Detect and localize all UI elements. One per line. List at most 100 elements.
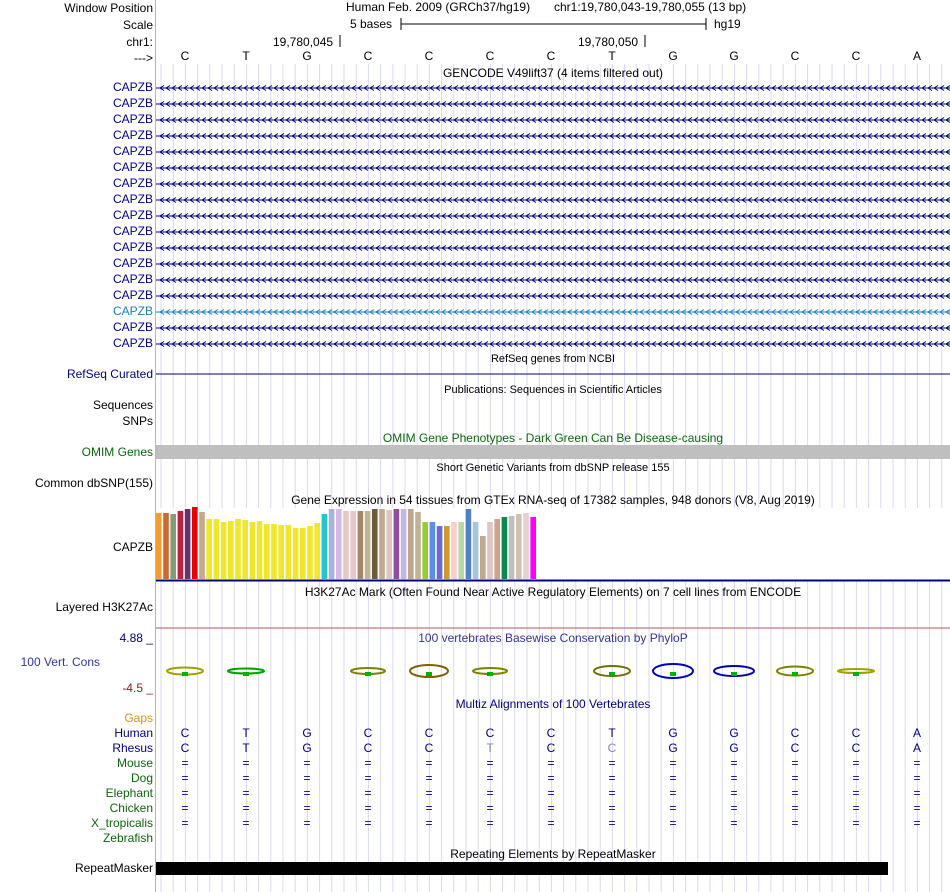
base-letter: A: [912, 49, 921, 63]
alignment-base: G: [668, 726, 678, 740]
multiz-track-title[interactable]: Multiz Alignments of 100 Vertebrates: [455, 697, 651, 711]
gtex-bar: [300, 528, 306, 579]
conservation-label[interactable]: 100 Vert. Cons: [20, 655, 100, 669]
gtex-track-title[interactable]: Gene Expression in 54 tissues from GTEx …: [291, 493, 815, 507]
alignment-base: A: [912, 741, 921, 755]
alignment-base: =: [303, 816, 311, 830]
species-label[interactable]: Dog: [130, 771, 153, 785]
gene-model: [156, 197, 950, 203]
gencode-item-label[interactable]: CAPZB: [112, 112, 153, 126]
gaps-label[interactable]: Gaps: [124, 711, 153, 725]
alignment-base: C: [546, 726, 556, 740]
alignment-base: =: [303, 801, 311, 815]
gene-arrows: [159, 245, 950, 251]
alignment-base: G: [729, 741, 739, 755]
gencode-item-label[interactable]: CAPZB: [112, 320, 153, 334]
gencode-item-label[interactable]: CAPZB: [112, 128, 153, 142]
species-label[interactable]: Human: [114, 726, 153, 740]
alignment-base: =: [425, 801, 433, 815]
gencode-track-title[interactable]: GENCODE V49lift37 (4 items filtered out): [442, 66, 664, 80]
species-label[interactable]: Zebrafish: [102, 831, 153, 845]
gtex-bar: [415, 512, 421, 579]
gencode-item-label[interactable]: CAPZB: [112, 256, 153, 270]
alignment-base: C: [851, 741, 861, 755]
omim-label[interactable]: OMIM Genes: [81, 445, 153, 459]
alignment-base: G: [668, 741, 678, 755]
refseq-label[interactable]: RefSeq Curated: [66, 367, 153, 381]
gtex-bar: [156, 513, 162, 579]
species-label[interactable]: Rhesus: [112, 741, 153, 755]
gencode-item-label[interactable]: CAPZB: [112, 96, 153, 110]
gencode-item-label[interactable]: CAPZB: [112, 208, 153, 222]
gencode-item-label[interactable]: CAPZB: [112, 272, 153, 286]
base-letter: G: [729, 49, 739, 63]
omim-track-title[interactable]: OMIM Gene Phenotypes - Dark Green Can Be…: [382, 431, 724, 445]
alignment-base: =: [852, 786, 860, 800]
gencode-item-label[interactable]: CAPZB: [112, 288, 153, 302]
h3k27ac-track-title[interactable]: H3K27Ac Mark (Often Found Near Active Re…: [304, 585, 802, 599]
gtex-bar: [192, 507, 198, 579]
refseq-track-title[interactable]: RefSeq genes from NCBI: [490, 353, 616, 365]
base-letter: C: [546, 49, 556, 63]
gencode-item-label[interactable]: CAPZB: [112, 240, 153, 254]
gencode-item-label[interactable]: CAPZB: [112, 144, 153, 158]
conservation-track-title[interactable]: 100 vertebrates Basewise Conservation by…: [418, 631, 688, 645]
gencode-item-label[interactable]: CAPZB: [112, 304, 153, 318]
alignment-base: T: [242, 726, 250, 740]
conservation-logo-mark: [487, 672, 493, 676]
gtex-bar: [465, 509, 472, 579]
gene-model: [156, 149, 950, 155]
h3k27ac-label[interactable]: Layered H3K27Ac: [55, 600, 153, 614]
alignment-base: C: [607, 741, 617, 755]
dbsnp-track-title[interactable]: Short Genetic Variants from dbSNP releas…: [436, 462, 670, 474]
alignment-base: =: [303, 756, 311, 770]
gene-model: [156, 325, 950, 331]
gencode-item-label[interactable]: CAPZB: [112, 80, 153, 94]
alignment-base: =: [547, 786, 555, 800]
sequences-label[interactable]: Sequences: [92, 398, 153, 412]
gencode-item-label[interactable]: CAPZB: [112, 176, 153, 190]
dbsnp-label[interactable]: Common dbSNP(155): [34, 476, 153, 490]
alignment-base: =: [852, 801, 860, 815]
alignment-base: C: [363, 726, 373, 740]
gene-model: [156, 245, 950, 251]
species-label[interactable]: Mouse: [116, 756, 153, 770]
repeatmasker-label[interactable]: RepeatMasker: [74, 861, 153, 875]
alignment-base: =: [608, 771, 616, 785]
gencode-item-label[interactable]: CAPZB: [112, 224, 153, 238]
alignment-base: =: [913, 801, 921, 815]
alignment-base: C: [363, 741, 373, 755]
gencode-item-label[interactable]: CAPZB: [112, 192, 153, 206]
gtex-label[interactable]: CAPZB: [112, 540, 153, 554]
repeatmasker-track-title[interactable]: Repeating Elements by RepeatMasker: [450, 847, 656, 861]
position-readout[interactable]: chr1:19,780,043-19,780,055 (13 bp): [554, 0, 747, 14]
species-label[interactable]: Chicken: [109, 801, 153, 815]
alignment-base: =: [913, 816, 921, 830]
alignment-base: =: [242, 756, 250, 770]
snps-label[interactable]: SNPs: [122, 414, 153, 428]
gene-arrows: [159, 213, 950, 219]
alignment-base: =: [181, 801, 189, 815]
gencode-item-label[interactable]: CAPZB: [112, 336, 153, 350]
gencode-item-label[interactable]: CAPZB: [112, 160, 153, 174]
gtex-bar: [501, 517, 508, 579]
gene-model: [156, 261, 950, 267]
alignment-base: =: [791, 801, 799, 815]
alignment-base: =: [730, 786, 738, 800]
species-label[interactable]: Elephant: [105, 786, 153, 800]
conservation-logo-mark: [853, 672, 859, 676]
alignment-base: =: [608, 816, 616, 830]
gtex-bar: [508, 516, 515, 579]
alignment-base: =: [486, 756, 494, 770]
conservation-logo-mark: [365, 672, 371, 676]
gtex-bar: [436, 526, 443, 579]
gtex-bar: [278, 525, 284, 579]
conservation-logo-mark: [426, 672, 432, 676]
gene-model: [156, 101, 950, 107]
publications-track-title[interactable]: Publications: Sequences in Scientific Ar…: [444, 384, 662, 396]
coord-label-1: 19,780,045: [273, 35, 334, 49]
species-label[interactable]: X_tropicalis: [90, 816, 153, 830]
gtex-bar: [199, 512, 205, 579]
gtex-bar: [472, 522, 479, 579]
conservation-logo: [652, 663, 694, 679]
